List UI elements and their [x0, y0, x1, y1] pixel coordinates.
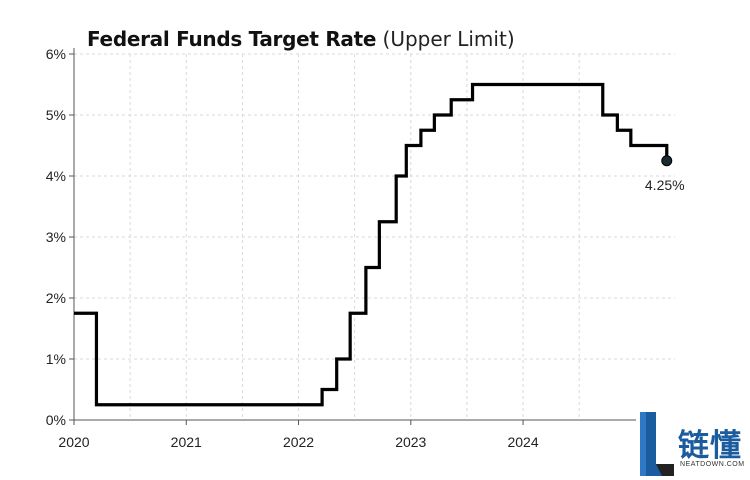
end-point-label: 4.25% [645, 177, 685, 193]
rate-step-line [74, 82, 669, 407]
series-layer [74, 82, 669, 407]
y-tick-label: 2% [46, 290, 66, 306]
y-tick-label: 1% [46, 351, 66, 367]
logo-url-text: NEATDOWN.COM [680, 461, 745, 468]
chart-title-qualifier: (Upper Limit) [382, 27, 515, 51]
y-tick-label: 3% [46, 229, 66, 245]
y-tick-label: 6% [46, 46, 66, 62]
end-point-marker [661, 155, 673, 167]
x-tick-label: 2024 [507, 434, 538, 450]
x-tick-label: 2020 [58, 434, 89, 450]
logo-l-mark [640, 412, 674, 476]
x-tick-label: 2023 [395, 434, 426, 450]
chart-title-main: Federal Funds Target Rate [87, 27, 377, 51]
grid-layer [74, 53, 675, 420]
y-tick-label: 0% [46, 412, 66, 428]
logo-chinese-text: 链懂 [678, 428, 742, 464]
label-layer: 4.25% [645, 155, 685, 193]
y-tick-label: 4% [46, 168, 66, 184]
chart-title: Federal Funds Target Rate (Upper Limit) [87, 27, 515, 51]
axis-layer: 0% 1% 2% 3% 4% 5% 6% 2020 2021 2022 2023 2024 [46, 46, 681, 450]
x-tick-label: 2021 [171, 434, 202, 450]
y-tick-label: 5% [46, 107, 66, 123]
watermark-logo [636, 408, 750, 480]
x-tick-label: 2022 [283, 434, 314, 450]
